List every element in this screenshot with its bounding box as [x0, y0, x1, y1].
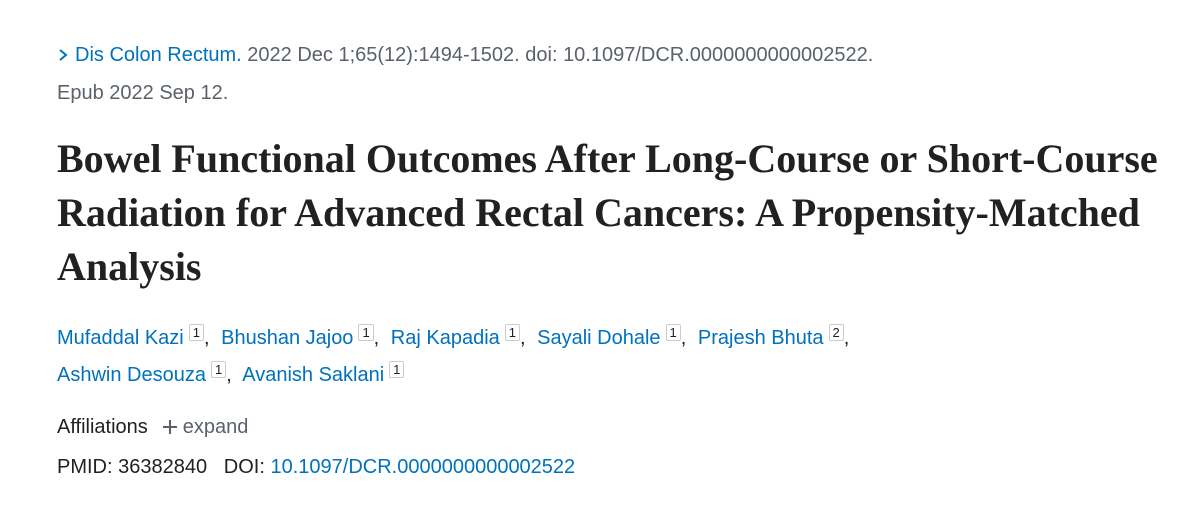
author-separator: , — [843, 327, 850, 349]
author-name[interactable]: Prajesh Bhuta — [697, 327, 824, 349]
author-separator: , — [520, 327, 526, 349]
author-separator: , — [226, 364, 232, 386]
expand-toggle[interactable]: expand — [182, 416, 249, 438]
affiliation-number[interactable]: 1 — [358, 324, 374, 341]
author: Sayali Dohale 1, — [537, 324, 692, 349]
author: Bhushan Jajoo 1, — [221, 324, 385, 349]
affiliation-number[interactable]: 1 — [210, 361, 227, 378]
doi-link[interactable]: 10.1097/DCR.0000000000002522 — [270, 456, 576, 478]
author-name[interactable]: Mufaddal Kazi — [57, 327, 184, 349]
author: Avanish Saklani 1 — [242, 361, 405, 386]
affiliation-number[interactable]: 1 — [389, 361, 405, 378]
article-title: Bowel Functional Outcomes After Long-Cou… — [57, 136, 1158, 289]
affiliation-number[interactable]: 1 — [665, 324, 681, 341]
affiliation-number[interactable]: 1 — [188, 324, 204, 341]
author-list: Mufaddal Kazi 1, Bhushan Jajoo 1, Raj Kapa… — [57, 320, 1157, 394]
affiliation-number[interactable]: 1 — [504, 324, 520, 341]
author: Raj Kapadia 1, — [390, 324, 532, 349]
affiliations[interactable]: Affiliations expand — [57, 416, 248, 439]
affiliations-label: Affiliations — [57, 416, 148, 438]
plus-icon — [162, 420, 177, 434]
pmid-label: PMID: — [57, 456, 113, 478]
citation-details: 2022 Dec 1;65(12):1494-1502. doi: 10.109… — [247, 44, 874, 66]
citation: Dis Colon Rectum. 2022 Dec 1;65(12):1494… — [57, 36, 1157, 112]
author: Ashwin Desouza 1, — [57, 361, 238, 386]
doi-label: DOI: — [223, 456, 265, 478]
author-separator: , — [203, 327, 210, 349]
chevron-icon — [59, 49, 68, 61]
author-name[interactable]: Avanish Saklani — [242, 364, 385, 386]
author: Mufaddal Kazi 1, — [57, 324, 216, 349]
author-separator: , — [680, 327, 687, 349]
author: Prajesh Bhuta 2, — [697, 324, 855, 349]
journal-link[interactable]: Dis Colon Rectum. — [75, 44, 242, 66]
pmid: 36382840 — [118, 456, 208, 478]
author-name[interactable]: Raj Kapadia — [390, 327, 500, 349]
author-name[interactable]: Bhushan Jajoo — [221, 327, 354, 349]
author-name[interactable]: Sayali Dohale — [537, 327, 661, 349]
author-name[interactable]: Ashwin Desouza — [57, 364, 206, 386]
epub-date: Epub 2022 Sep 12. — [57, 82, 229, 104]
affiliation-number[interactable]: 2 — [828, 324, 844, 341]
identifiers: PMID: 36382840 DOI: 10.1097/DCR.00000000… — [57, 456, 575, 479]
author-separator: , — [373, 327, 380, 349]
